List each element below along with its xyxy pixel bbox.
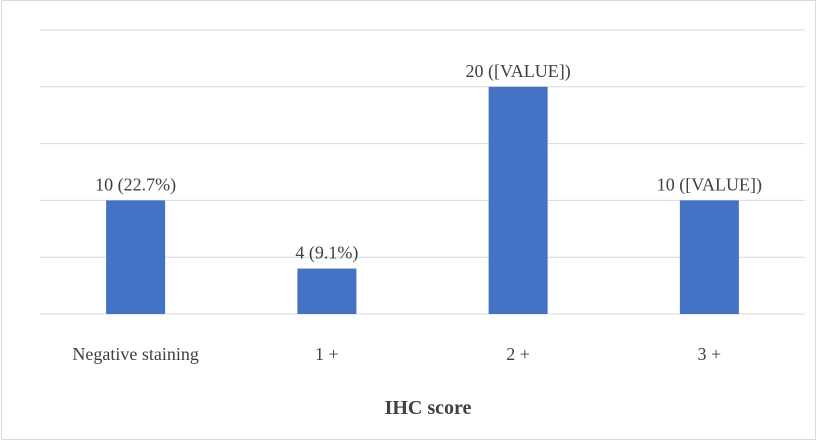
- bar: [106, 200, 166, 314]
- data-label: 4 (9.1%): [295, 243, 358, 264]
- x-tick-label: 1 +: [315, 344, 339, 364]
- bar: [488, 86, 548, 314]
- bar: [297, 268, 357, 314]
- data-label: 20 ([VALUE]): [466, 61, 571, 82]
- x-tick-label: Negative staining: [72, 344, 198, 364]
- data-labels: 10 (22.7%) 4 (9.1%) 20 ([VALUE]) 10 ([VALUE…: [95, 61, 762, 264]
- bar: [679, 200, 739, 314]
- gridlines: [40, 29, 805, 315]
- data-label: 10 (22.7%): [95, 174, 176, 195]
- x-tick-label: 2 +: [506, 344, 530, 364]
- data-label: 10 ([VALUE]): [657, 174, 762, 195]
- x-tick-labels: Negative staining 1 + 2 + 3 +: [72, 344, 721, 364]
- x-axis-title: IHC score: [385, 397, 472, 419]
- x-tick-label: 3 +: [698, 344, 722, 364]
- bars: [106, 86, 739, 314]
